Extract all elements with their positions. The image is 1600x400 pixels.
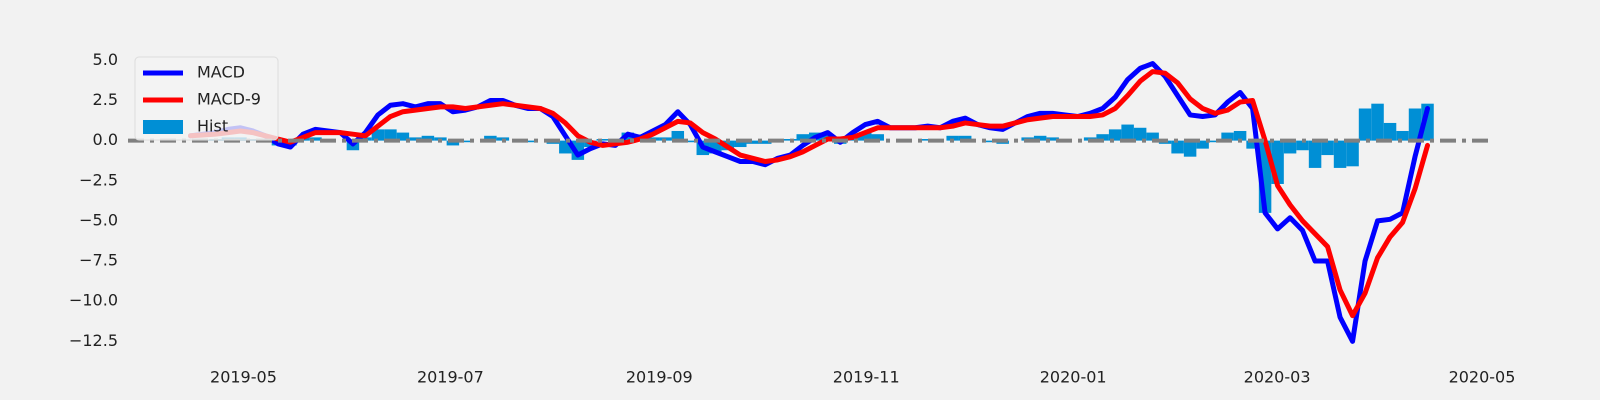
axes: 5.0 2.5 0.0 −2.5 −5.0 −7.5 −10.0 −12.5 2019-05 20… [69, 50, 1515, 387]
hist-bar [459, 140, 472, 143]
line-series [187, 69, 1431, 319]
hist-bar [1321, 140, 1334, 156]
hist-bar [1358, 108, 1372, 141]
hist-bar [1283, 140, 1297, 154]
y-tick-label: −7.5 [79, 251, 118, 270]
hist-bar [1371, 103, 1384, 141]
hist-bar [484, 135, 497, 141]
hist-bar [1096, 134, 1109, 141]
hist-bar [1408, 108, 1422, 141]
hist-bar [958, 135, 972, 141]
hist-bar [983, 140, 997, 143]
hist-bar [1171, 140, 1184, 154]
x-tick-label: 2020-03 [1244, 368, 1311, 387]
hist-bar [1396, 130, 1409, 141]
hist-bar [871, 134, 884, 141]
y-tick-label: −12.5 [69, 331, 118, 350]
legend-label: MACD-9 [197, 90, 261, 109]
hist-bar [946, 135, 959, 141]
y-tick-label: −5.0 [79, 210, 118, 229]
hist-bar [1146, 132, 1159, 141]
x-tick-label: 2020-05 [1449, 368, 1516, 387]
hist-bar [1346, 140, 1359, 167]
hist-bar [596, 139, 610, 141]
hist-bar [409, 137, 422, 141]
y-tick-label: −10.0 [69, 291, 118, 310]
y-tick-label: 2.5 [93, 90, 118, 109]
legend-label: MACD [197, 63, 245, 82]
hist-bar [671, 130, 685, 141]
x-tick-label: 2019-07 [417, 368, 484, 387]
hist-bar [796, 134, 809, 141]
y-tick-label: 5.0 [93, 50, 118, 69]
hist-bar [1333, 140, 1347, 168]
legend-label: Hist [197, 117, 228, 136]
hist-bar [1108, 129, 1122, 141]
hist-bar [1133, 127, 1147, 141]
hist-bar [371, 129, 385, 141]
hist-bar [421, 135, 435, 141]
hist-bar [1196, 140, 1209, 149]
hist-bar [1046, 137, 1059, 141]
hist-bar [446, 140, 460, 146]
hist-bar [1208, 140, 1222, 143]
hist-bar [1383, 122, 1397, 141]
x-tick-label: 2019-11 [833, 368, 900, 387]
hist-bar [734, 140, 747, 148]
hist-bar [1121, 124, 1134, 141]
hist-bar [396, 132, 410, 141]
hist-bar [746, 140, 760, 144]
x-tick-label: 2020-01 [1040, 368, 1107, 387]
hist-bar [759, 140, 772, 144]
legend-swatch [143, 120, 183, 134]
hist-bar [1033, 135, 1047, 141]
hist-bar [1308, 140, 1322, 168]
hist-bar [309, 137, 322, 141]
hist-bar [384, 129, 397, 141]
x-tick-label: 2019-09 [626, 368, 693, 387]
y-tick-label: 0.0 [93, 130, 118, 149]
hist-bar [1221, 132, 1234, 141]
x-tick-label: 2019-05 [210, 368, 277, 387]
hist-bar [1296, 140, 1309, 151]
hist-bar [921, 139, 934, 141]
legend: MACD MACD-9 Hist [134, 56, 279, 141]
hist-bar [684, 140, 697, 143]
lines [128, 61, 1490, 344]
hist-bar [858, 132, 872, 141]
hist-bar [1246, 140, 1259, 149]
hist-bar [1233, 130, 1247, 141]
legend-box [134, 56, 279, 141]
hist-bar [1183, 140, 1197, 157]
y-tick-label: −2.5 [79, 170, 118, 189]
